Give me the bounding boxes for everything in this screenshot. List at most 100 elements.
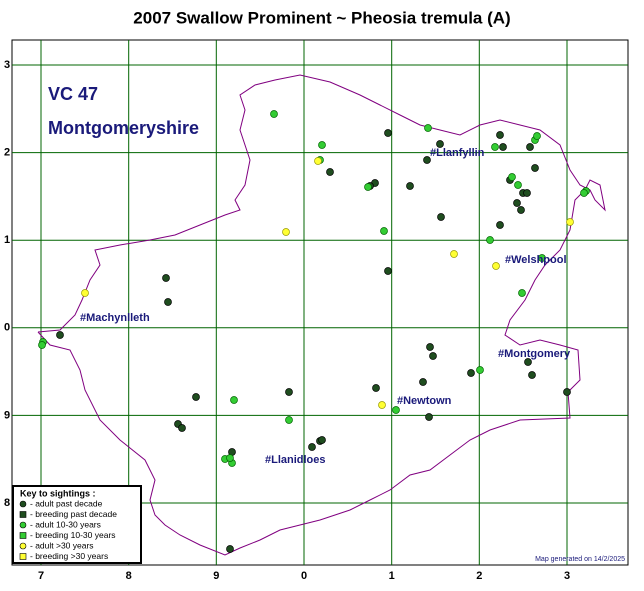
sighting: [164, 298, 172, 306]
key-label: - breeding past decade: [30, 509, 117, 519]
sighting: [580, 189, 588, 197]
sighting: [526, 143, 534, 151]
sighting: [499, 143, 507, 151]
town-label: #Montgomery: [498, 348, 571, 360]
sightings: [38, 110, 590, 553]
sighting: [513, 199, 521, 207]
grid-label: 0: [301, 570, 307, 582]
key-symbol: [19, 532, 27, 539]
sighting: [467, 369, 475, 377]
grid-label: 7: [38, 570, 44, 582]
grid-label: 8: [4, 497, 10, 509]
sighting: [423, 156, 431, 164]
sighting: [326, 168, 334, 176]
sighting: [524, 358, 532, 366]
grid-label: 9: [4, 409, 10, 421]
sighting: [81, 289, 89, 297]
sighting: [192, 393, 200, 401]
sighting: [226, 454, 234, 462]
sighting: [424, 124, 432, 132]
key-label: - adult 10-30 years: [30, 519, 101, 529]
town-label: #Machynlleth: [80, 312, 150, 324]
sighting: [392, 406, 400, 414]
sighting: [314, 157, 322, 165]
vc-number: VC 47: [48, 84, 98, 104]
key: Key to sightings : - adult past decade- …: [12, 485, 142, 564]
sighting: [496, 131, 504, 139]
sighting: [162, 274, 170, 282]
sighting: [419, 378, 427, 386]
grid-label: 3: [564, 570, 570, 582]
sighting: [514, 181, 522, 189]
sighting: [491, 143, 499, 151]
grid-label: 3: [4, 59, 10, 71]
sighting: [429, 352, 437, 360]
county-boundary: [37, 74, 606, 556]
sighting: [531, 164, 539, 172]
sighting: [378, 401, 386, 409]
key-label: - adult >30 years: [30, 540, 94, 550]
town-label: #Welshpool: [505, 254, 567, 266]
sighting: [563, 388, 571, 396]
sighting: [426, 343, 434, 351]
key-symbol: [19, 511, 27, 518]
key-label: - breeding 10-30 years: [30, 530, 116, 540]
sighting: [517, 206, 525, 214]
grid-label: 1: [389, 570, 395, 582]
key-symbol: [19, 500, 27, 508]
sighting: [476, 366, 484, 374]
sighting: [486, 236, 494, 244]
grid-label: 0: [4, 322, 10, 334]
sighting: [492, 262, 500, 270]
sighting: [38, 341, 46, 349]
key-symbol: [19, 553, 27, 560]
sighting: [282, 228, 290, 236]
sighting: [380, 227, 388, 235]
vc-name: Montgomeryshire: [48, 118, 199, 138]
sighting: [318, 436, 326, 444]
sighting: [437, 213, 445, 221]
sighting: [384, 129, 392, 137]
towns: #Llanfyllin #Welshpool #Machynlleth #Montgo…: [80, 147, 571, 466]
sighting: [436, 140, 444, 148]
sighting: [308, 443, 316, 451]
sighting: [230, 396, 238, 404]
footer: Map generated on 14/2/2025: [535, 556, 625, 563]
key-symbol: [19, 542, 27, 550]
grid-label: 2: [4, 147, 10, 159]
key-title: Key to sightings :: [20, 488, 96, 498]
key-box: [12, 485, 142, 564]
sighting: [56, 331, 64, 339]
sighting: [178, 424, 186, 432]
sighting: [508, 173, 516, 181]
sighting: [496, 221, 504, 229]
sighting: [285, 388, 293, 396]
key-symbol: [19, 521, 27, 529]
key-label: - breeding >30 years: [30, 551, 108, 561]
grid-label: 9: [213, 570, 219, 582]
map-frame: [11, 39, 629, 566]
key-label: - adult past decade: [30, 498, 103, 508]
sighting: [285, 416, 293, 424]
sighting: [372, 384, 380, 392]
sighting: [523, 189, 531, 197]
sighting: [406, 182, 414, 190]
key-items: - adult past decade- breeding past decad…: [19, 498, 117, 561]
sighting: [566, 218, 574, 226]
sighting: [528, 371, 536, 379]
grid-label: 1: [4, 234, 10, 246]
town-label: #Llanfyllin: [430, 147, 485, 159]
sighting: [226, 545, 234, 553]
sighting: [364, 183, 372, 191]
sighting: [538, 254, 546, 262]
sighting: [270, 110, 278, 118]
town-label: #Newtown: [397, 395, 452, 407]
town-label: #Llanidloes: [265, 454, 326, 466]
sighting: [533, 132, 541, 140]
grid-label: 2: [476, 570, 482, 582]
sighting: [450, 250, 458, 258]
grid-label: 8: [126, 570, 132, 582]
sighting: [425, 413, 433, 421]
sighting: [318, 141, 326, 149]
